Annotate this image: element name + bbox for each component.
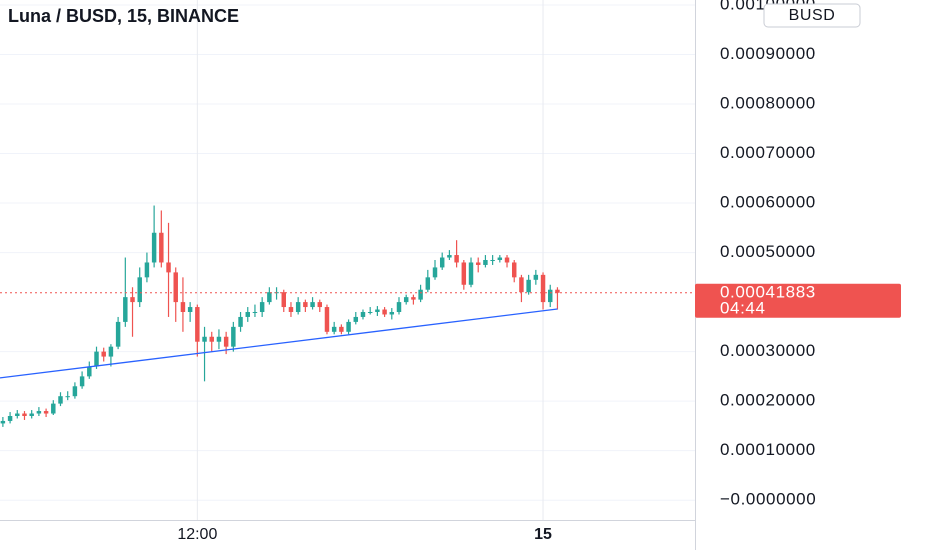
candle-body	[432, 267, 438, 278]
candle-body	[209, 336, 214, 342]
candle-body	[101, 351, 106, 357]
candle-body	[324, 307, 330, 332]
candle-body	[396, 302, 402, 312]
countdown-label: 04:44	[720, 298, 766, 317]
candle-body	[303, 302, 308, 308]
candle-body	[468, 262, 474, 285]
candle-body	[403, 297, 409, 303]
candle-body	[159, 232, 164, 263]
candle-body	[339, 326, 344, 332]
candle-body	[87, 366, 92, 377]
candle-body	[223, 336, 229, 347]
y-tick-label: 0.00070000	[720, 143, 816, 162]
candle-body	[475, 262, 481, 265]
candle-body	[36, 411, 42, 414]
candle-body	[519, 277, 524, 293]
candle-body	[123, 297, 128, 322]
candle-body	[195, 307, 200, 342]
price-axis: 0.001000000.000900000.000800000.00070000…	[695, 0, 901, 509]
candle-body	[58, 396, 63, 404]
y-tick-label: 0.00030000	[720, 341, 816, 360]
candle-body	[310, 302, 315, 308]
candle-body	[353, 316, 359, 322]
y-tick-label: 0.00090000	[720, 44, 816, 63]
candle-body	[331, 326, 337, 332]
y-tick-label: 0.00010000	[720, 440, 816, 459]
candle-body	[382, 309, 387, 315]
y-tick-label: 0.00060000	[720, 193, 816, 212]
candle-body	[461, 262, 467, 285]
candle-body	[411, 297, 416, 300]
candle-body	[454, 255, 459, 263]
candle-body	[173, 272, 178, 303]
candle-body	[288, 307, 294, 312]
y-tick-label: 0.00020000	[720, 391, 816, 410]
candle-body	[252, 312, 258, 313]
candle-body	[180, 302, 186, 312]
candle-body	[346, 321, 351, 332]
candle-body	[511, 262, 517, 278]
candle-body	[108, 346, 114, 357]
y-tick-label: 0.00080000	[720, 93, 816, 112]
candle-body	[151, 232, 157, 263]
candle-body	[418, 289, 423, 300]
candle-body	[166, 262, 171, 273]
candle-body	[548, 289, 553, 303]
plot-area	[0, 0, 695, 520]
candle-body	[497, 257, 503, 260]
candle-body	[202, 336, 207, 342]
candle-body	[72, 386, 78, 397]
last-price-box	[695, 283, 901, 318]
candle-body	[216, 336, 222, 342]
candle-body	[526, 279, 531, 293]
candle-body	[130, 297, 135, 303]
currency-box[interactable]	[763, 3, 861, 28]
candle-body	[281, 292, 286, 308]
candle-body	[375, 309, 380, 312]
x-tick-label: 15	[534, 526, 552, 543]
candle-body	[504, 257, 510, 263]
candle-body	[555, 289, 560, 293]
candle-body	[231, 326, 236, 347]
candle-body	[245, 312, 250, 317]
candle-body	[483, 260, 488, 265]
candle-body	[317, 302, 323, 308]
chart-title: Luna / BUSD, 15, BINANCE	[8, 6, 239, 26]
candle-body	[238, 316, 243, 327]
candle-body	[115, 321, 121, 347]
candle-body	[43, 411, 49, 414]
candle-body	[447, 255, 452, 258]
last-price-label: 0.00041883	[720, 282, 816, 301]
candle-body	[425, 277, 431, 290]
candle-body	[0, 420, 6, 424]
candle-body	[295, 302, 301, 312]
y-tick-label: 0.00050000	[720, 242, 816, 261]
candle-body	[22, 413, 27, 416]
candle-body	[367, 312, 373, 313]
candle-body	[137, 277, 142, 303]
x-tick-label: 12:00	[177, 526, 217, 543]
currency-label[interactable]: BUSD	[789, 7, 836, 24]
y-tick-label: −0.0000000	[720, 490, 816, 509]
candle-body	[144, 262, 150, 278]
candle-body	[187, 307, 193, 312]
candle-body	[360, 312, 366, 317]
candle-body	[15, 413, 20, 416]
candle-body	[259, 302, 265, 312]
candle-body	[533, 274, 539, 280]
candle-body	[51, 403, 56, 414]
candle-body	[490, 260, 495, 261]
candle-body	[439, 257, 445, 268]
trend-line	[0, 308, 558, 379]
candle-body	[94, 351, 99, 367]
candle-body	[29, 413, 34, 416]
candle-body	[65, 396, 70, 398]
candle-body	[540, 274, 546, 303]
candle-body	[389, 312, 395, 315]
candle-body	[79, 376, 85, 387]
candle-body	[7, 416, 13, 421]
candle-body	[267, 292, 272, 303]
